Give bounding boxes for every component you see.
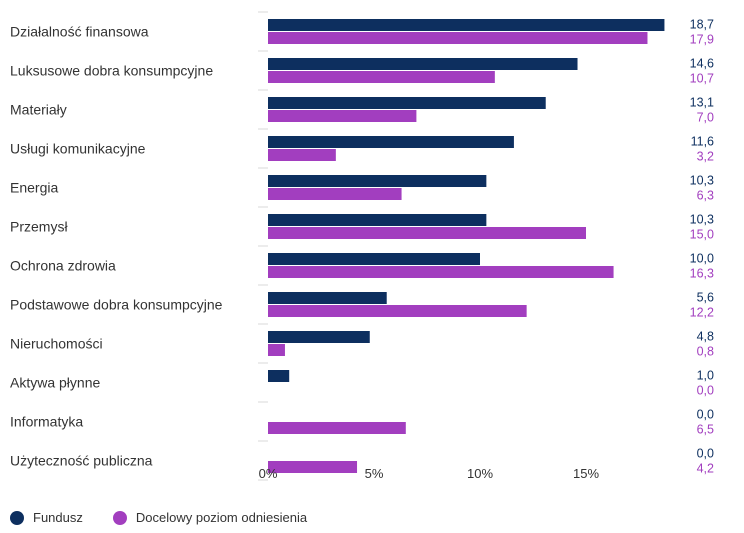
bar-benchmark [268, 461, 358, 473]
value-label-fundusz: 18,7 [690, 18, 714, 32]
category-label: Podstawowe dobra konsumpcyjne [10, 297, 223, 313]
value-label-benchmark: 16,3 [690, 267, 714, 281]
bar-fundusz [268, 136, 514, 148]
bar-chart: Działalność finansowa Luksusowe dobra kon… [10, 11, 714, 481]
value-label-benchmark: 15,0 [690, 228, 714, 242]
bar-fundusz [268, 97, 546, 109]
bar-fundusz [268, 370, 290, 382]
bar-fundusz [268, 331, 370, 343]
value-label-benchmark: 6,3 [697, 189, 714, 203]
bar-fundusz [268, 19, 665, 31]
category-label: Działalność finansowa [10, 24, 149, 40]
x-tick-label: 10% [467, 466, 493, 481]
category-label: Energia [10, 180, 58, 196]
legend-item-fundusz: Fundusz [10, 510, 83, 525]
x-tick-label: 15% [573, 466, 599, 481]
bar-fundusz [268, 292, 387, 304]
value-label-fundusz: 13,1 [690, 96, 714, 110]
bar-benchmark [268, 32, 648, 44]
value-label-benchmark: 3,2 [697, 150, 714, 164]
bar-benchmark [268, 71, 495, 83]
x-axis: 0% 5% 10% 15% [259, 466, 600, 481]
category-label: Przemysł [10, 219, 68, 235]
value-label-benchmark: 7,0 [697, 111, 714, 125]
bar-benchmark [268, 110, 417, 122]
value-label-fundusz: 5,6 [697, 291, 714, 305]
category-label: Ochrona zdrowia [10, 258, 116, 274]
legend: Fundusz Docelowy poziom odniesienia [10, 510, 337, 525]
value-label-benchmark: 0,8 [697, 345, 714, 359]
legend-label-fundusz: Fundusz [33, 510, 83, 525]
legend-label-benchmark: Docelowy poziom odniesienia [135, 510, 308, 525]
value-label-fundusz: 10,3 [690, 213, 714, 227]
category-label: Usługi komunikacyjne [10, 141, 146, 157]
category-label: Informatyka [10, 414, 83, 430]
category-label: Aktywa płynne [10, 375, 100, 391]
value-label-fundusz: 1,0 [697, 369, 714, 383]
bars [268, 19, 665, 473]
x-tick-label: 0% [259, 466, 278, 481]
bar-benchmark [268, 266, 614, 278]
bar-fundusz [268, 253, 480, 265]
legend-item-benchmark: Docelowy poziom odniesienia [112, 510, 308, 525]
value-label-benchmark: 6,5 [697, 423, 714, 437]
bar-benchmark [268, 305, 527, 317]
category-label: Materiały [10, 102, 67, 118]
value-label-benchmark: 17,9 [690, 33, 714, 47]
value-label-fundusz: 0,0 [697, 447, 714, 461]
bar-benchmark [268, 188, 402, 200]
value-label-fundusz: 14,6 [690, 57, 714, 71]
value-label-benchmark: 12,2 [690, 306, 714, 320]
row-separators [258, 11, 268, 481]
bar-fundusz [268, 175, 487, 187]
legend-swatch-fundusz [10, 510, 24, 525]
value-label-fundusz: 10,0 [690, 252, 714, 266]
bar-fundusz [268, 58, 578, 70]
bar-fundusz [268, 214, 487, 226]
value-labels: 18,717,914,610,713,17,011,63,210,36,310,… [690, 18, 714, 476]
value-label-fundusz: 11,6 [691, 135, 714, 149]
category-label: Luksusowe dobra konsumpcyjne [10, 63, 213, 79]
value-label-benchmark: 4,2 [697, 462, 714, 476]
legend-swatch-benchmark [112, 510, 127, 525]
x-tick-label: 5% [365, 466, 384, 481]
value-label-fundusz: 4,8 [697, 330, 714, 344]
category-labels: Działalność finansowa Luksusowe dobra kon… [10, 24, 223, 469]
value-label-benchmark: 0,0 [697, 384, 714, 398]
bar-benchmark [268, 422, 406, 434]
value-label-benchmark: 10,7 [690, 72, 714, 86]
value-label-fundusz: 10,3 [690, 174, 714, 188]
value-label-fundusz: 0,0 [697, 408, 714, 422]
bar-benchmark [268, 344, 285, 356]
bar-benchmark [268, 227, 586, 239]
category-label: Nieruchomości [10, 336, 103, 352]
bar-benchmark [268, 149, 336, 161]
category-label: Użyteczność publiczna [10, 453, 153, 469]
